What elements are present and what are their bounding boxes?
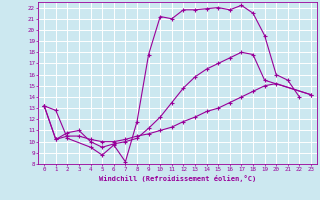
- X-axis label: Windchill (Refroidissement éolien,°C): Windchill (Refroidissement éolien,°C): [99, 175, 256, 182]
